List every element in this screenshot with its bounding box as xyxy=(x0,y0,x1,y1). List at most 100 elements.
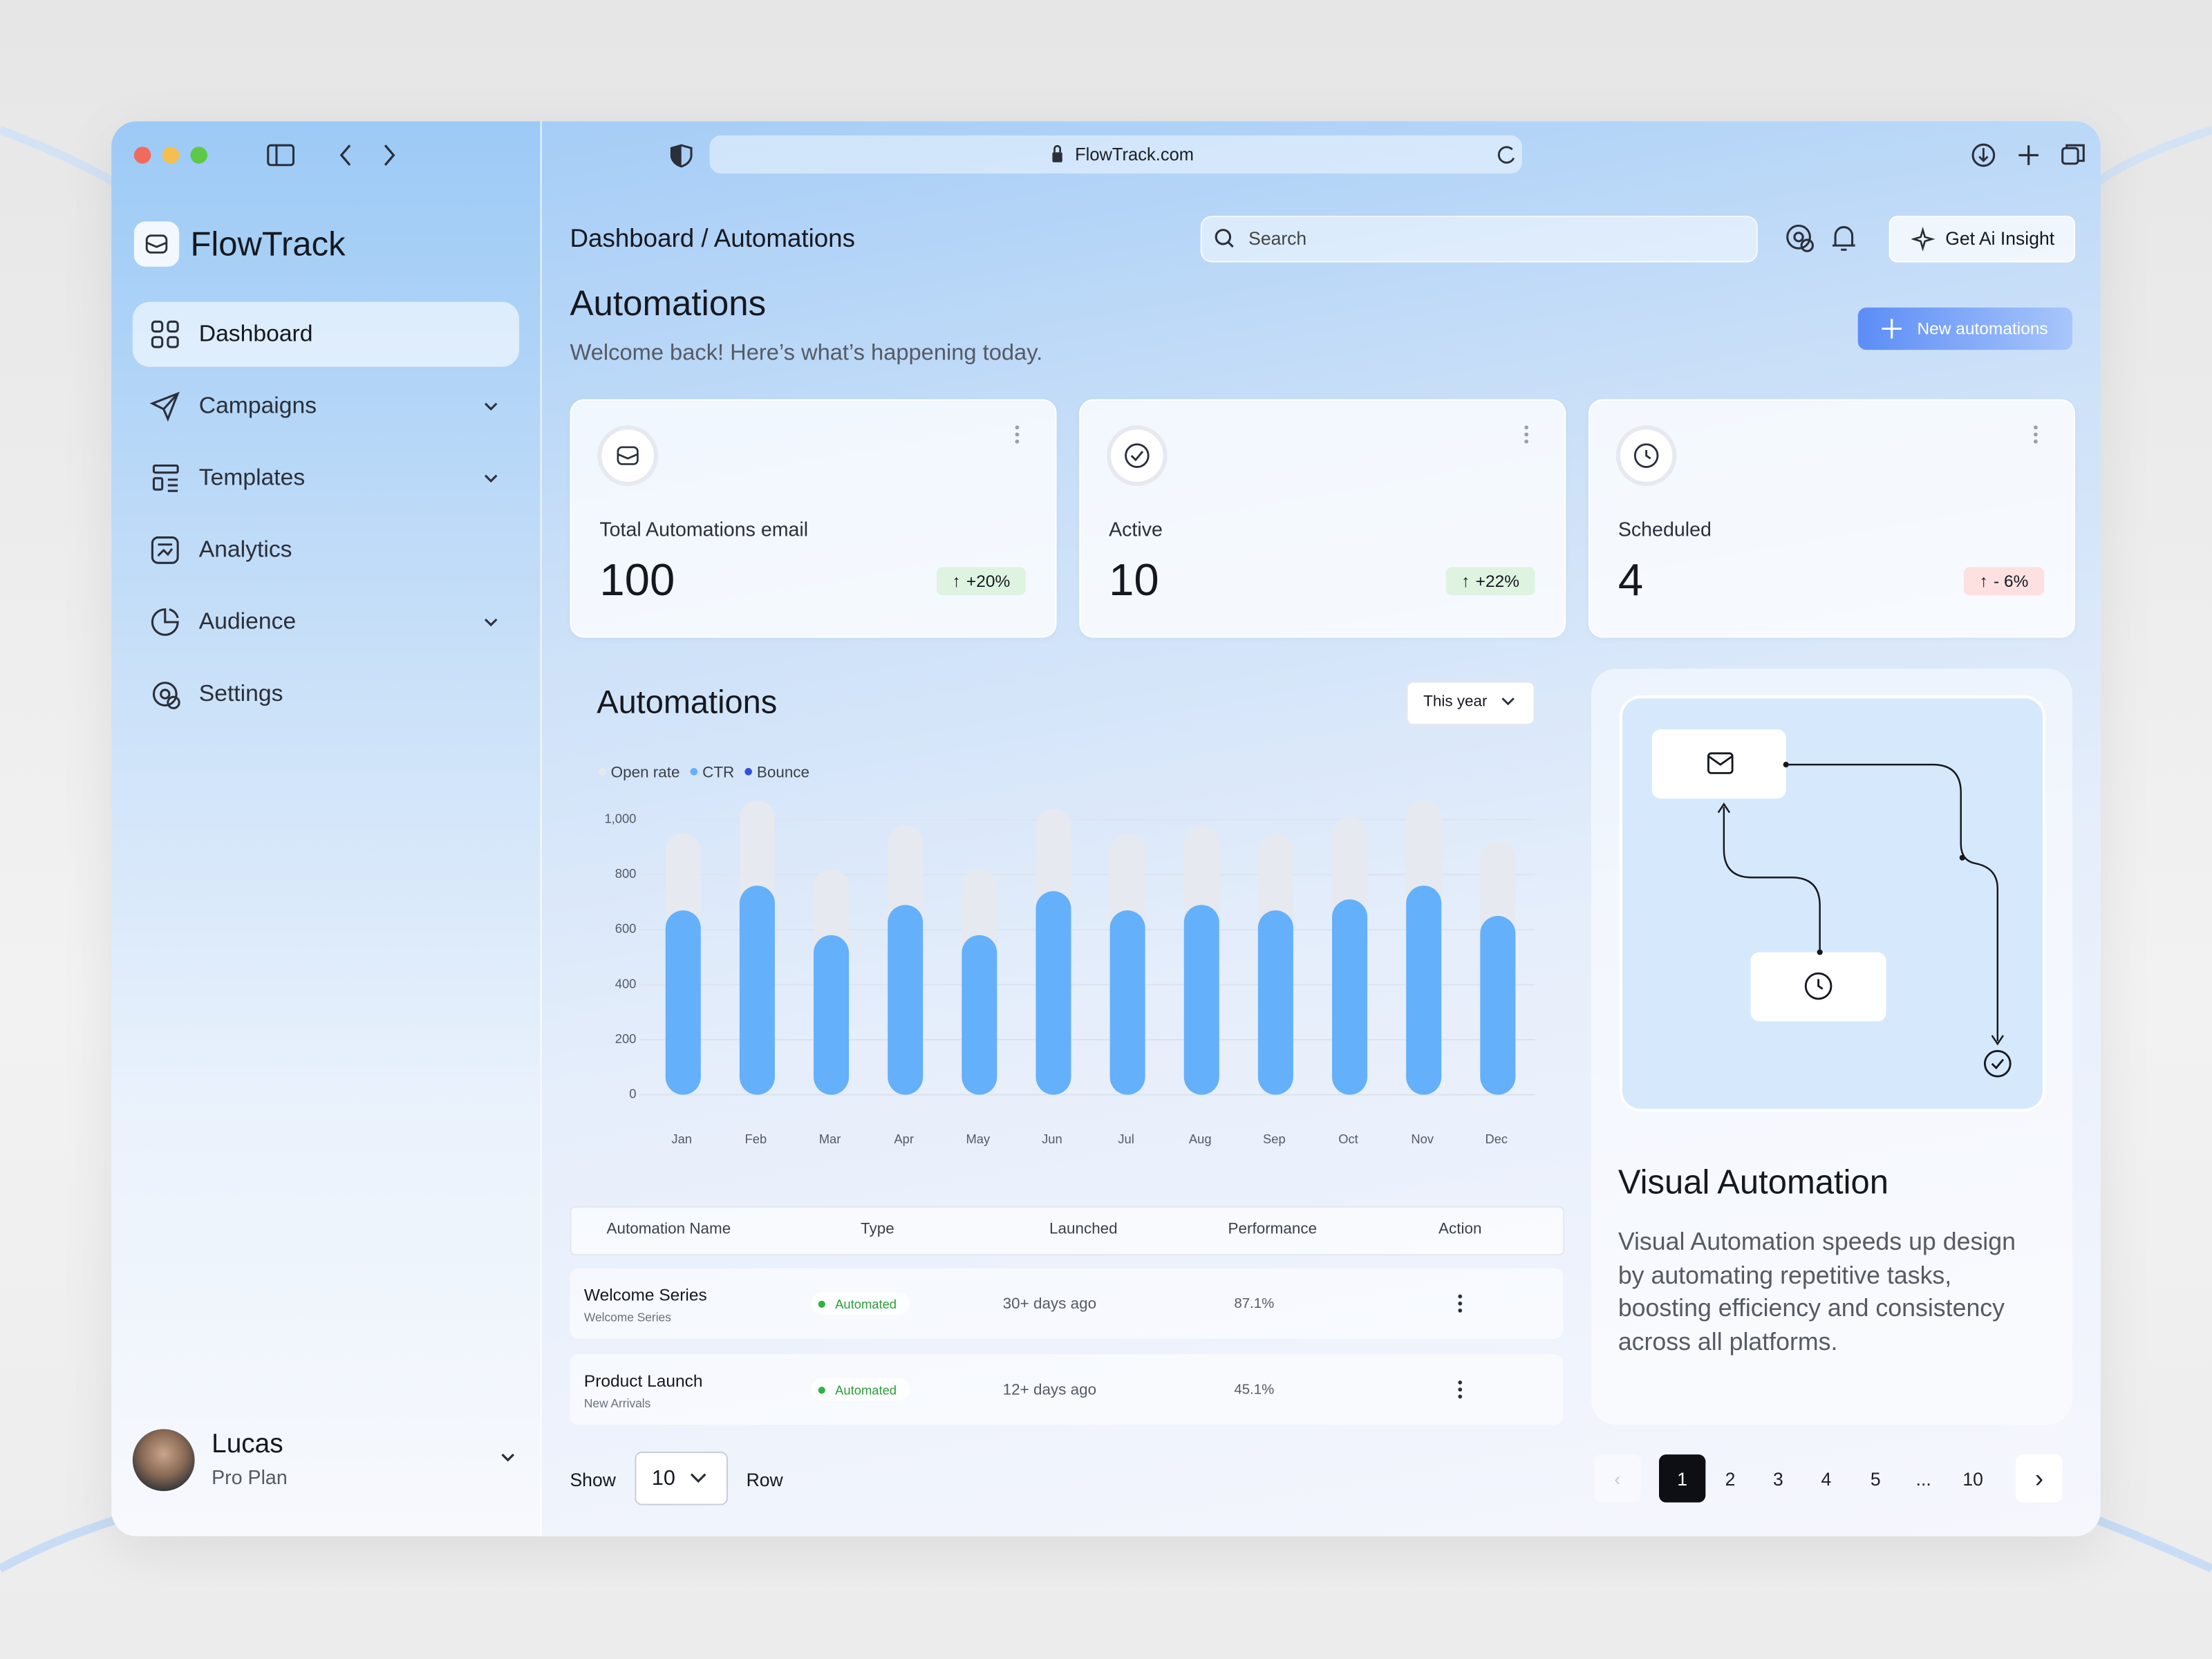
download-icon[interactable] xyxy=(1971,143,1996,167)
y-tick-label: 1,000 xyxy=(604,812,636,826)
campaigns-icon xyxy=(149,391,180,422)
brand-icon xyxy=(145,234,168,254)
url: FlowTrack.com xyxy=(1075,145,1194,165)
dashboard-icon xyxy=(151,320,179,348)
x-tick-label: Jun xyxy=(1042,1132,1062,1146)
table-row[interactable] xyxy=(570,1268,1564,1339)
nav-item[interactable]: Analytics xyxy=(198,537,292,563)
templates-icon xyxy=(152,464,179,492)
nav-item[interactable]: Campaigns xyxy=(198,393,317,419)
type-label: Automated xyxy=(835,1297,897,1311)
address-bar[interactable] xyxy=(709,135,1523,174)
visual-title: Visual Automation xyxy=(1618,1163,1889,1202)
page-button[interactable]: 5 xyxy=(1870,1468,1881,1490)
nav-icons xyxy=(149,320,498,710)
nav-active-bg[interactable] xyxy=(132,301,520,367)
x-tick-label: Oct xyxy=(1338,1132,1358,1146)
templates-chevron[interactable] xyxy=(484,474,498,483)
legend-label: CTR xyxy=(702,763,734,780)
bar xyxy=(665,910,701,1095)
row-action-menu[interactable] xyxy=(1458,1380,1463,1399)
legend-dot xyxy=(690,768,698,776)
sparkle-icon xyxy=(1911,227,1936,252)
column-header: Launched xyxy=(1049,1221,1118,1238)
up-arrow: ↑ xyxy=(1979,571,1988,592)
user-avatar[interactable] xyxy=(132,1429,195,1492)
new-tab-icon[interactable] xyxy=(2018,145,2038,165)
automation-name: Product Launch xyxy=(583,1371,703,1391)
table-row[interactable] xyxy=(570,1354,1564,1425)
nav-item[interactable]: Templates xyxy=(198,465,306,491)
automation-sub: Welcome Series xyxy=(583,1310,671,1324)
page-button[interactable]: 1 xyxy=(1659,1454,1706,1503)
connector xyxy=(1723,807,1821,953)
legend-dot xyxy=(599,768,606,776)
legend-label: Bounce xyxy=(757,763,809,780)
notifications-button[interactable] xyxy=(1833,226,1855,251)
up-arrow: ↑ xyxy=(952,571,961,592)
header-icons xyxy=(1786,224,1855,252)
type-badge xyxy=(811,1292,910,1315)
reload-icon[interactable] xyxy=(1497,146,1515,164)
launched: 30+ days ago xyxy=(1002,1295,1097,1313)
lock-shackle xyxy=(1053,144,1061,153)
nav-item[interactable]: Audience xyxy=(198,609,297,635)
bar xyxy=(962,935,997,1095)
bar xyxy=(814,935,850,1095)
prev-page[interactable]: ‹ xyxy=(1594,1454,1641,1503)
delay-node-icon xyxy=(1804,972,1833,1000)
analytics-icon xyxy=(151,536,179,564)
tabs-icon[interactable] xyxy=(2061,144,2085,165)
table-header xyxy=(570,1206,1565,1256)
campaigns-chevron[interactable] xyxy=(484,402,498,411)
search-box[interactable] xyxy=(1200,216,1758,263)
forward-button[interactable] xyxy=(384,144,395,166)
rows-value: 10 xyxy=(651,1466,675,1491)
y-tick-label: 0 xyxy=(629,1087,636,1101)
period-dropdown[interactable] xyxy=(1406,681,1535,725)
stat-label: Active xyxy=(1109,517,1163,541)
sidebar-toggle[interactable] xyxy=(267,144,295,167)
rows-select[interactable] xyxy=(635,1452,729,1506)
page-subtitle: Welcome back! Here’s what’s happening to… xyxy=(570,341,1043,366)
settings-icon xyxy=(152,682,180,710)
user-chevron[interactable] xyxy=(496,1450,519,1467)
close-button[interactable] xyxy=(133,147,151,164)
page-button[interactable]: 2 xyxy=(1725,1468,1736,1490)
brand-name: FlowTrack xyxy=(190,225,346,264)
connector-dot xyxy=(1783,762,1789,768)
x-tick-label: Feb xyxy=(745,1132,767,1146)
page-button[interactable]: 3 xyxy=(1773,1468,1783,1490)
card-menu[interactable] xyxy=(1015,425,1020,444)
minimize-button[interactable] xyxy=(162,147,180,164)
card-menu[interactable] xyxy=(2034,425,2038,444)
page-button[interactable]: 4 xyxy=(1821,1468,1832,1490)
download-arrow xyxy=(1978,148,1989,162)
performance: 45.1% xyxy=(1234,1382,1275,1398)
stat-value: 100 xyxy=(599,554,675,606)
period-label: This year xyxy=(1423,693,1488,711)
back-button[interactable] xyxy=(339,144,351,166)
audience-chevron[interactable] xyxy=(484,618,498,627)
maximize-button[interactable] xyxy=(190,147,207,164)
nav-item[interactable]: Dashboard xyxy=(198,321,313,347)
period-chevron xyxy=(1501,697,1515,706)
search-icon xyxy=(1215,229,1234,248)
new-automation-label: New automations xyxy=(1917,319,2048,339)
shield-fill xyxy=(671,145,682,167)
type-badge xyxy=(811,1378,910,1401)
connector-arrow xyxy=(1717,803,1731,814)
settings-button[interactable] xyxy=(1786,224,1814,252)
page-button[interactable]: 10 xyxy=(1962,1468,1983,1490)
row-action-menu[interactable] xyxy=(1458,1294,1463,1313)
up-arrow: ↑ xyxy=(1461,571,1470,592)
x-tick-label: May xyxy=(966,1132,991,1146)
nav-item[interactable]: Settings xyxy=(198,681,283,706)
rows-chevron xyxy=(690,1473,706,1483)
ai-insight-button[interactable] xyxy=(1888,216,2076,263)
end-node[interactable] xyxy=(1983,1049,2012,1078)
legend-dot xyxy=(744,768,752,776)
card-menu[interactable] xyxy=(1524,425,1529,444)
connector-dot xyxy=(1959,854,1965,861)
next-page[interactable]: › xyxy=(2016,1454,2063,1503)
